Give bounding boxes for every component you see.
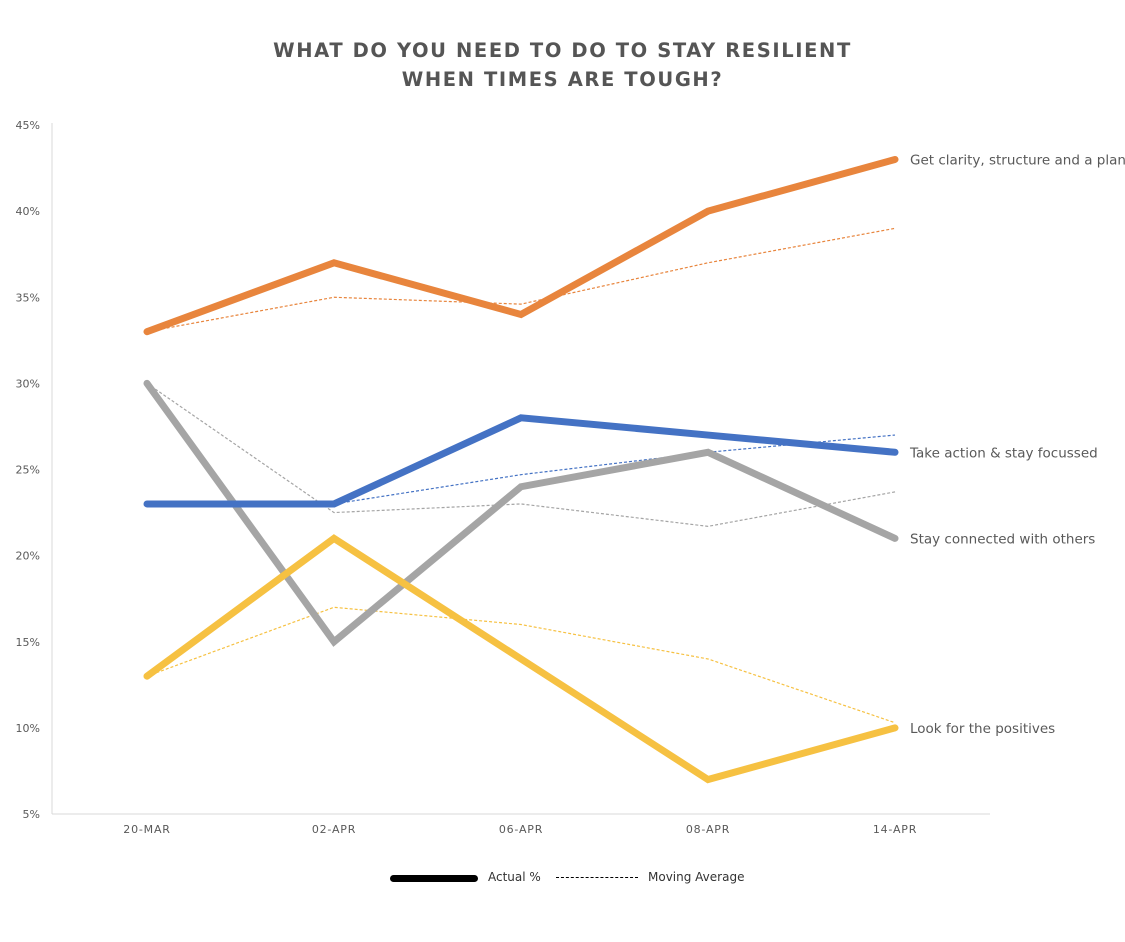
series-label-stay-connected-with-others: Stay connected with others (910, 531, 1095, 547)
series-label-look-for-the-positives: Look for the positives (910, 721, 1055, 737)
moving-average-line-get-clarity-structure-and-a-plan (146, 227, 896, 333)
moving-average-line-look-for-the-positives (146, 606, 896, 724)
chart-legend: Actual % Moving Average (0, 866, 1125, 890)
x-tick-label: 08-APR (686, 823, 730, 836)
series-label-take-action-stay-focussed: Take action & stay focussed (909, 445, 1098, 461)
chart-title-line-2: WHEN TIMES ARE TOUGH? (401, 68, 724, 91)
y-tick-label: 45% (16, 119, 40, 132)
series-label-get-clarity-structure-and-a-plan: Get clarity, structure and a plan (910, 152, 1125, 168)
legend-actual-label: Actual % (488, 870, 541, 884)
legend-solid-line-swatch (390, 875, 478, 882)
moving-average-line-stay-connected-with-others (146, 382, 896, 527)
y-tick-label: 10% (16, 722, 40, 735)
x-tick-label: 02-APR (312, 823, 356, 836)
y-tick-label: 15% (16, 636, 40, 649)
y-tick-label: 20% (16, 550, 40, 563)
x-tick-label: 20-MAR (123, 823, 170, 836)
x-tick-label: 06-APR (499, 823, 543, 836)
chart-title-line-1: WHAT DO YOU NEED TO DO TO STAY RESILIENT (273, 39, 852, 62)
actual-line-stay-connected-with-others (143, 379, 899, 647)
y-tick-label: 25% (16, 464, 40, 477)
legend-moving-average-label: Moving Average (648, 870, 745, 884)
chart-title: WHAT DO YOU NEED TO DO TO STAY RESILIENT… (0, 36, 1125, 94)
moving-average-line-take-action-stay-focussed (147, 434, 896, 505)
x-tick-label: 14-APR (873, 823, 917, 836)
legend-dashed-line-swatch (556, 877, 638, 878)
y-tick-label: 40% (16, 205, 40, 218)
y-tick-label: 30% (16, 377, 40, 390)
actual-line-get-clarity-structure-and-a-plan (143, 155, 899, 336)
y-tick-label: 5% (23, 808, 40, 821)
y-tick-label: 35% (16, 291, 40, 304)
